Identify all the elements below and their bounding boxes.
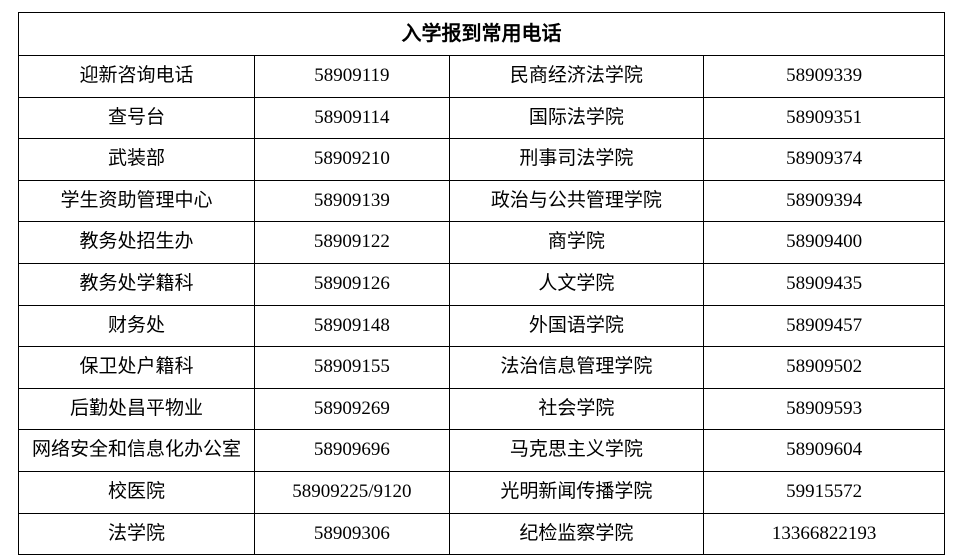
phone-cell: 58909502 — [704, 347, 945, 389]
phone-cell: 58909114 — [255, 97, 449, 139]
phone-cell: 58909435 — [704, 263, 945, 305]
table-row: 后勤处昌平物业 58909269 社会学院 58909593 — [19, 388, 945, 430]
phone-cell: 58909269 — [255, 388, 449, 430]
table-row: 财务处 58909148 外国语学院 58909457 — [19, 305, 945, 347]
dept-name-cell: 财务处 — [19, 305, 255, 347]
dept-name-cell: 教务处招生办 — [19, 222, 255, 264]
dept-name-cell: 迎新咨询电话 — [19, 56, 255, 98]
phone-cell: 58909593 — [704, 388, 945, 430]
table-row: 武装部 58909210 刑事司法学院 58909374 — [19, 139, 945, 181]
dept-name-cell: 国际法学院 — [449, 97, 704, 139]
phone-cell: 58909119 — [255, 56, 449, 98]
phone-cell: 58909306 — [255, 513, 449, 555]
table-row: 校医院 58909225/9120 光明新闻传播学院 59915572 — [19, 471, 945, 513]
dept-name-cell: 法学院 — [19, 513, 255, 555]
table-title: 入学报到常用电话 — [19, 13, 945, 56]
dept-name-cell: 社会学院 — [449, 388, 704, 430]
dept-name-cell: 马克思主义学院 — [449, 430, 704, 472]
phone-cell: 58909122 — [255, 222, 449, 264]
table-row: 法学院 58909306 纪检监察学院 13366822193 — [19, 513, 945, 555]
phone-cell: 58909374 — [704, 139, 945, 181]
dept-name-cell: 光明新闻传播学院 — [449, 471, 704, 513]
dept-name-cell: 查号台 — [19, 97, 255, 139]
table-row: 学生资助管理中心 58909139 政治与公共管理学院 58909394 — [19, 180, 945, 222]
dept-name-cell: 校医院 — [19, 471, 255, 513]
dept-name-cell: 法治信息管理学院 — [449, 347, 704, 389]
dept-name-cell: 保卫处户籍科 — [19, 347, 255, 389]
dept-name-cell: 商学院 — [449, 222, 704, 264]
dept-name-cell: 政治与公共管理学院 — [449, 180, 704, 222]
phone-cell: 58909155 — [255, 347, 449, 389]
table-row: 网络安全和信息化办公室 58909696 马克思主义学院 58909604 — [19, 430, 945, 472]
dept-name-cell: 后勤处昌平物业 — [19, 388, 255, 430]
phone-cell: 58909604 — [704, 430, 945, 472]
phone-directory-table: 入学报到常用电话 迎新咨询电话 58909119 民商经济法学院 5890933… — [18, 12, 945, 555]
dept-name-cell: 刑事司法学院 — [449, 139, 704, 181]
dept-name-cell: 学生资助管理中心 — [19, 180, 255, 222]
phone-cell: 58909400 — [704, 222, 945, 264]
dept-name-cell: 武装部 — [19, 139, 255, 181]
phone-cell: 58909148 — [255, 305, 449, 347]
phone-cell: 13366822193 — [704, 513, 945, 555]
phone-cell: 58909210 — [255, 139, 449, 181]
table-row: 迎新咨询电话 58909119 民商经济法学院 58909339 — [19, 56, 945, 98]
table-row: 教务处招生办 58909122 商学院 58909400 — [19, 222, 945, 264]
table-body: 迎新咨询电话 58909119 民商经济法学院 58909339 查号台 589… — [19, 56, 945, 555]
phone-cell: 58909339 — [704, 56, 945, 98]
phone-cell: 58909126 — [255, 263, 449, 305]
dept-name-cell: 外国语学院 — [449, 305, 704, 347]
phone-cell: 58909139 — [255, 180, 449, 222]
phone-cell: 58909457 — [704, 305, 945, 347]
phone-cell: 58909225/9120 — [255, 471, 449, 513]
table-row: 保卫处户籍科 58909155 法治信息管理学院 58909502 — [19, 347, 945, 389]
dept-name-cell: 民商经济法学院 — [449, 56, 704, 98]
table-row: 教务处学籍科 58909126 人文学院 58909435 — [19, 263, 945, 305]
phone-cell: 58909696 — [255, 430, 449, 472]
dept-name-cell: 纪检监察学院 — [449, 513, 704, 555]
table-row: 查号台 58909114 国际法学院 58909351 — [19, 97, 945, 139]
dept-name-cell: 人文学院 — [449, 263, 704, 305]
phone-cell: 59915572 — [704, 471, 945, 513]
dept-name-cell: 网络安全和信息化办公室 — [19, 430, 255, 472]
table-header-row: 入学报到常用电话 — [19, 13, 945, 56]
phone-cell: 58909394 — [704, 180, 945, 222]
phone-cell: 58909351 — [704, 97, 945, 139]
dept-name-cell: 教务处学籍科 — [19, 263, 255, 305]
